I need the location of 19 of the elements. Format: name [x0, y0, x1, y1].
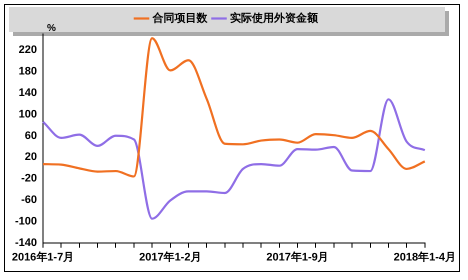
- y-tick-label: -20: [21, 172, 38, 185]
- y-tick-label: -60: [21, 194, 38, 206]
- y-tick-label: -100: [14, 215, 38, 228]
- line-series: [42, 37, 426, 178]
- legend-label: 实际使用外资金额: [230, 12, 319, 25]
- y-tick-label: 100: [18, 108, 38, 120]
- y-axis-title: %: [47, 22, 56, 34]
- y-tick-label: 220: [18, 44, 38, 56]
- legend-label: 合同项目数: [152, 12, 208, 25]
- y-tick-label: 140: [18, 86, 38, 99]
- x-tick-label: 2016年1-7月: [12, 250, 74, 264]
- x-tick-label: 2018年1-4月: [394, 250, 456, 264]
- y-tick-label: -140: [14, 236, 38, 249]
- y-tick-label: 180: [18, 66, 38, 78]
- x-tick-label: 2017年1-2月: [139, 250, 202, 264]
- line-series: [42, 98, 426, 220]
- y-tick-label: 20: [24, 151, 38, 164]
- y-tick-label: 60: [24, 130, 38, 142]
- x-tick-label: 2017年1-9月: [266, 250, 329, 264]
